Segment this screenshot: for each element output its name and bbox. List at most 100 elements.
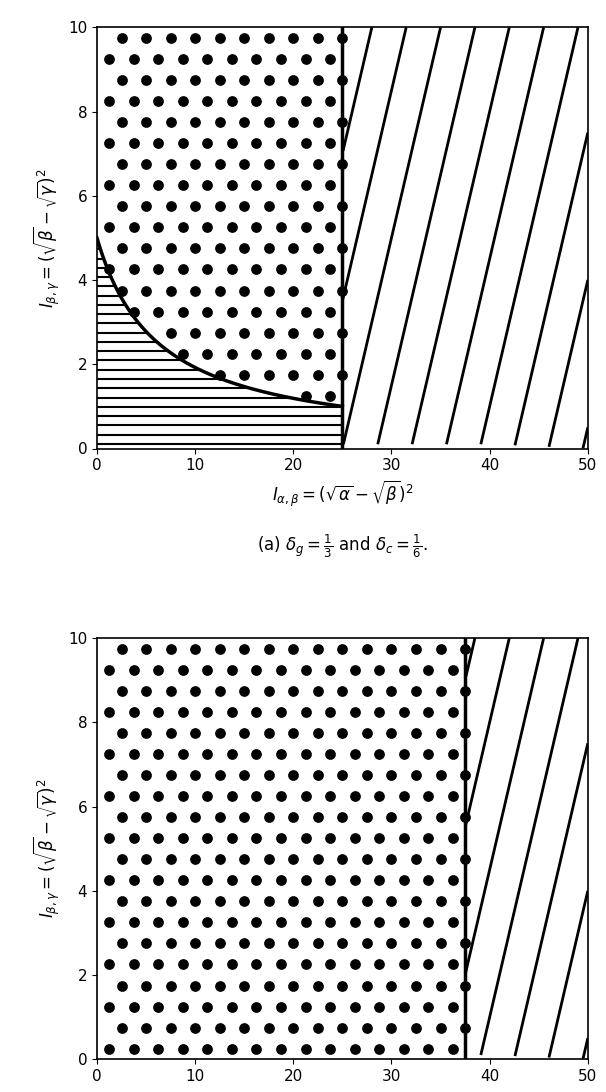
Point — [166, 640, 176, 657]
Point — [301, 998, 310, 1016]
Point — [338, 239, 347, 257]
Point — [460, 851, 470, 868]
Point — [116, 114, 127, 131]
Point — [227, 661, 237, 678]
Point — [399, 787, 408, 805]
Point — [116, 681, 127, 700]
Point — [227, 703, 237, 721]
Point — [338, 808, 347, 826]
Point — [153, 50, 163, 68]
Point — [251, 218, 261, 236]
Point — [264, 29, 273, 47]
Point — [129, 302, 139, 320]
Point — [264, 640, 273, 657]
Point — [251, 830, 261, 847]
Point — [215, 324, 224, 342]
Point — [325, 345, 335, 363]
Point — [190, 282, 200, 299]
Point — [202, 871, 212, 889]
Point — [325, 956, 335, 973]
Point — [436, 808, 445, 826]
Point — [190, 29, 200, 47]
Point — [288, 282, 298, 299]
Point — [301, 345, 310, 363]
Point — [276, 703, 286, 721]
Point — [375, 998, 384, 1016]
Point — [116, 198, 127, 215]
Point — [104, 830, 114, 847]
Point — [313, 767, 322, 784]
Point — [178, 830, 188, 847]
Point — [375, 871, 384, 889]
Point — [276, 134, 286, 152]
Point — [202, 914, 212, 931]
Point — [325, 302, 335, 320]
Point — [448, 871, 458, 889]
Point — [178, 50, 188, 68]
Point — [424, 998, 433, 1016]
Point — [301, 302, 310, 320]
Point — [202, 345, 212, 363]
Point — [264, 282, 273, 299]
Point — [362, 681, 372, 700]
Point — [276, 998, 286, 1016]
Point — [190, 640, 200, 657]
Point — [190, 1019, 200, 1036]
Point — [251, 998, 261, 1016]
Point — [251, 956, 261, 973]
Point — [301, 661, 310, 678]
Point — [276, 871, 286, 889]
Point — [301, 745, 310, 762]
Point — [276, 914, 286, 931]
Point — [153, 93, 163, 110]
Point — [411, 681, 421, 700]
Point — [141, 935, 151, 952]
Point — [460, 767, 470, 784]
Point — [116, 935, 127, 952]
Point — [362, 1019, 372, 1036]
Point — [166, 1019, 176, 1036]
Point — [387, 681, 396, 700]
Point — [190, 767, 200, 784]
Point — [215, 155, 224, 173]
Point — [239, 1019, 249, 1036]
Point — [325, 1040, 335, 1057]
Point — [129, 871, 139, 889]
Y-axis label: $I_{\beta,\gamma} = (\sqrt{\beta} - \sqrt{\gamma})^2$: $I_{\beta,\gamma} = (\sqrt{\beta} - \sqr… — [32, 168, 62, 308]
Point — [338, 976, 347, 994]
Point — [202, 93, 212, 110]
Point — [239, 767, 249, 784]
Point — [251, 345, 261, 363]
Point — [202, 787, 212, 805]
Point — [141, 114, 151, 131]
Point — [375, 703, 384, 721]
Point — [129, 1040, 139, 1057]
Point — [215, 724, 224, 741]
Point — [350, 703, 359, 721]
Point — [448, 703, 458, 721]
Point — [116, 892, 127, 910]
Point — [411, 851, 421, 868]
Point — [215, 808, 224, 826]
Point — [448, 914, 458, 931]
Point — [202, 177, 212, 194]
Point — [325, 787, 335, 805]
Point — [166, 71, 176, 88]
Point — [153, 261, 163, 278]
Y-axis label: $I_{\beta,\gamma} = (\sqrt{\beta} - \sqrt{\gamma})^2$: $I_{\beta,\gamma} = (\sqrt{\beta} - \sqr… — [32, 779, 62, 918]
Point — [153, 302, 163, 320]
Point — [251, 177, 261, 194]
Point — [202, 661, 212, 678]
Point — [399, 871, 408, 889]
Point — [153, 830, 163, 847]
Point — [202, 261, 212, 278]
Point — [202, 1040, 212, 1057]
Point — [129, 661, 139, 678]
Point — [350, 745, 359, 762]
Point — [166, 935, 176, 952]
Point — [375, 1040, 384, 1057]
X-axis label: $I_{\alpha,\beta} = (\sqrt{\alpha} - \sqrt{\beta})^2$: $I_{\alpha,\beta} = (\sqrt{\alpha} - \sq… — [271, 478, 413, 509]
Text: (a) $\delta_g = \frac{1}{3}$ and $\delta_c = \frac{1}{6}$.: (a) $\delta_g = \frac{1}{3}$ and $\delta… — [257, 533, 428, 560]
Point — [288, 114, 298, 131]
Point — [264, 935, 273, 952]
